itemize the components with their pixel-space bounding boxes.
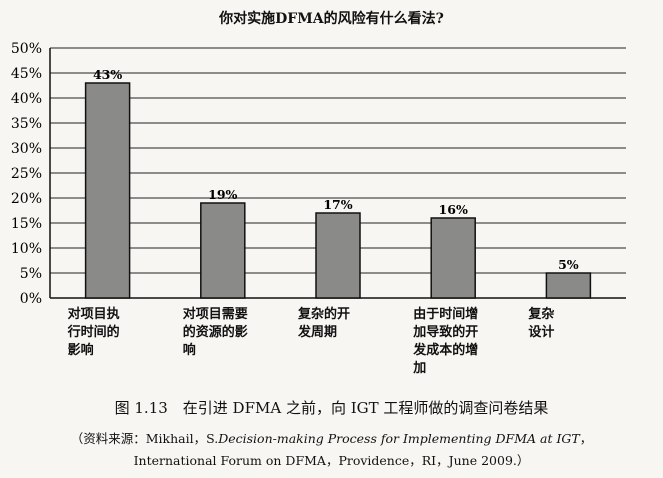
y-tick-label: 15% [11, 216, 42, 232]
chart-title: 你对实施DFMA的风险有什么看法? [219, 11, 444, 27]
bar [430, 217, 476, 299]
bar [315, 212, 361, 299]
source-line2: International Forum on DFMA，Providence，R… [133, 453, 530, 468]
y-tick-label: 0% [20, 291, 42, 307]
figure-caption: 图 1.13 在引进 DFMA 之前，向 IGT 工程师做的调查问卷结果 [114, 399, 549, 417]
y-tick-label: 50% [11, 41, 42, 57]
y-tick-label: 20% [11, 191, 42, 207]
data-label: 5% [558, 257, 579, 272]
y-tick-label: 30% [11, 141, 42, 157]
bar [84, 82, 131, 299]
x-tick-label: 对项目执 行时间的 影响 [67, 307, 120, 358]
y-tick-label: 40% [11, 91, 42, 107]
data-label: 19% [208, 187, 237, 202]
bar [545, 272, 592, 299]
y-tick-label: 25% [11, 166, 42, 182]
x-tick-label: 复杂 设计 [528, 307, 555, 340]
data-label: 17% [323, 197, 352, 212]
x-tick-label: 由于时间增 加导致的开 发成本的增加 [413, 307, 479, 376]
source-title: Decision-making Process for Implementing… [218, 431, 580, 446]
y-tick-label: 10% [11, 241, 42, 257]
x-tick-label: 复杂的开 发周期 [298, 307, 351, 340]
bar [200, 202, 246, 299]
data-label: 16% [439, 202, 468, 217]
y-tick-label: 35% [11, 116, 42, 132]
source-citation: （资料来源：Mikhail，S.Decision-making Process … [0, 428, 663, 472]
source-prefix: （资料来源：Mikhail，S. [70, 431, 219, 446]
x-tick-label: 对项目需要 的资源的影响 [182, 307, 248, 358]
y-tick-label: 45% [11, 66, 42, 82]
source-suffix: ， [579, 431, 593, 446]
y-tick-label: 5% [20, 266, 42, 282]
data-label: 43% [93, 67, 122, 82]
